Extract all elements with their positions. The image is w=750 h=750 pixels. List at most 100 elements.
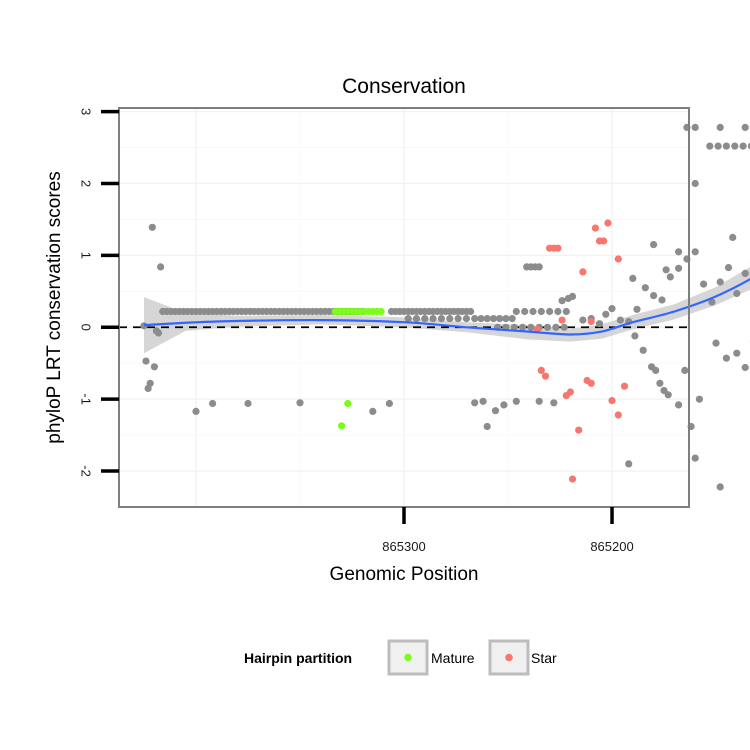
- data-point: [512, 307, 520, 316]
- data-point: [560, 323, 568, 331]
- data-point: [471, 399, 479, 407]
- data-point: [491, 407, 500, 415]
- data-point-star: [604, 219, 612, 227]
- data-point: [733, 349, 741, 357]
- y-tick-label: -1: [79, 393, 94, 405]
- data-point-star: [568, 475, 577, 483]
- data-point: [546, 307, 554, 316]
- data-point: [209, 399, 217, 408]
- data-point-star: [579, 268, 587, 276]
- data-point-star: [575, 426, 583, 434]
- data-point: [477, 315, 485, 323]
- data-point: [739, 142, 747, 150]
- data-point: [510, 323, 518, 331]
- data-point: [664, 391, 672, 399]
- data-point: [148, 223, 156, 231]
- data-point: [716, 483, 724, 491]
- data-point: [616, 316, 625, 324]
- data-point: [650, 241, 658, 249]
- data-point-mature: [377, 307, 385, 316]
- data-point: [656, 379, 664, 387]
- data-point: [429, 315, 437, 323]
- legend-title: Hairpin partition: [244, 650, 352, 666]
- data-point-star: [591, 224, 600, 232]
- data-point: [716, 278, 724, 286]
- data-point: [712, 339, 720, 347]
- data-point-star: [554, 244, 562, 252]
- data-point: [691, 123, 699, 131]
- data-point: [192, 407, 200, 415]
- data-point: [467, 307, 475, 316]
- data-point: [722, 142, 731, 150]
- data-point: [142, 357, 150, 365]
- data-point: [527, 323, 535, 331]
- data-point: [724, 264, 733, 272]
- data-point: [579, 316, 587, 324]
- data-point: [650, 292, 658, 300]
- legend-label-star: Star: [531, 650, 557, 666]
- data-point: [691, 454, 699, 462]
- data-point: [412, 315, 421, 323]
- data-point-star: [614, 255, 622, 263]
- data-point: [675, 264, 683, 272]
- y-tick-label: 0: [79, 324, 94, 331]
- data-point: [479, 397, 487, 405]
- data-point: [296, 399, 304, 407]
- data-point: [462, 315, 470, 323]
- x-tick-label: 865200: [590, 539, 633, 554]
- data-point: [489, 315, 498, 323]
- data-point: [550, 399, 558, 407]
- data-point-star: [587, 317, 595, 326]
- data-point: [675, 401, 683, 409]
- data-point: [652, 366, 660, 374]
- data-point: [521, 307, 529, 316]
- data-point: [519, 323, 527, 331]
- data-point-star: [558, 316, 566, 324]
- data-point: [471, 315, 479, 323]
- data-point: [437, 315, 445, 323]
- y-tick-label: 1: [79, 252, 94, 259]
- data-point-star: [600, 237, 608, 245]
- data-point-star: [587, 379, 595, 387]
- data-point: [535, 397, 543, 405]
- data-point-mature: [338, 422, 346, 430]
- data-point-star: [614, 411, 622, 419]
- data-point: [157, 263, 165, 271]
- data-point: [641, 284, 649, 292]
- data-point-star: [608, 397, 616, 405]
- data-point: [731, 142, 739, 150]
- data-point: [508, 315, 516, 323]
- data-point: [568, 292, 577, 300]
- data-point: [741, 123, 749, 131]
- data-point: [421, 315, 429, 323]
- data-point: [716, 123, 724, 131]
- data-point: [554, 307, 562, 316]
- data-point: [595, 320, 604, 328]
- smooth-line: [143, 277, 750, 336]
- x-axis-title: Genomic Position: [330, 564, 479, 585]
- data-point: [747, 142, 750, 150]
- data-point: [729, 233, 737, 241]
- data-point: [639, 346, 647, 354]
- data-point: [150, 363, 158, 371]
- data-point: [662, 266, 670, 274]
- data-point: [502, 315, 510, 323]
- data-point: [722, 354, 731, 362]
- data-point: [691, 248, 699, 256]
- data-point: [741, 363, 749, 372]
- data-point: [446, 315, 454, 323]
- data-point: [244, 399, 252, 408]
- data-point: [496, 315, 504, 323]
- y-tick-label: 3: [79, 108, 94, 115]
- data-point: [535, 263, 543, 271]
- data-point: [483, 422, 491, 431]
- x-tick-label: 865300: [382, 539, 425, 554]
- y-tick-label: 2: [79, 180, 94, 187]
- data-point: [146, 379, 154, 387]
- data-point: [500, 401, 508, 409]
- data-point: [700, 280, 708, 288]
- data-point: [714, 142, 722, 150]
- data-point: [681, 366, 689, 374]
- data-point: [708, 298, 716, 306]
